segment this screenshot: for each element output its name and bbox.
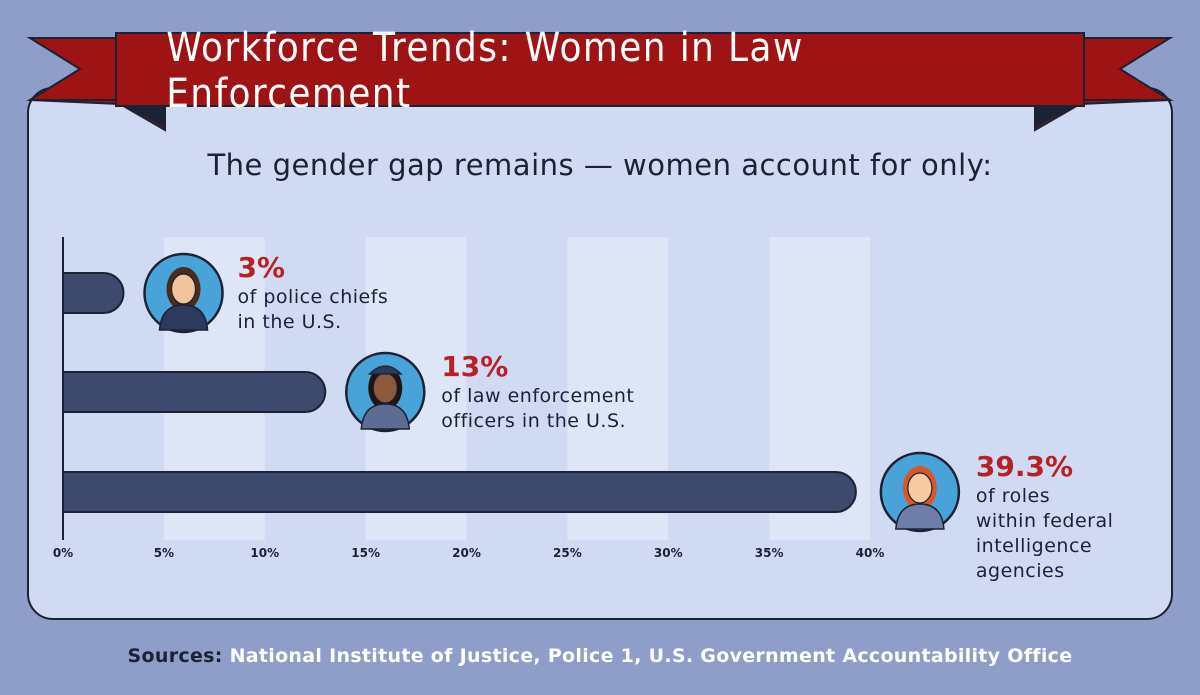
x-tick-label: 20% — [452, 546, 481, 560]
bar — [62, 471, 857, 513]
x-tick-label: 35% — [755, 546, 784, 560]
bar — [62, 371, 327, 413]
x-tick-label: 25% — [553, 546, 582, 560]
sources-line: Sources: National Institute of Justice, … — [0, 645, 1200, 667]
bar-value-label: 13% — [441, 350, 508, 383]
title-ribbon — [26, 32, 1174, 132]
x-tick-label: 10% — [250, 546, 279, 560]
sources-label: Sources: — [127, 645, 223, 667]
bar — [62, 272, 125, 314]
bar-description-line: agencies — [976, 560, 1065, 582]
x-tick-label: 40% — [856, 546, 885, 560]
icon-body — [360, 403, 411, 430]
bar-value-label: 39.3% — [976, 450, 1073, 483]
federal-agent-woman-icon — [879, 451, 961, 533]
bar-description-line: in the U.S. — [238, 311, 342, 333]
icon-face — [372, 372, 398, 404]
bar-description-line: of roles — [976, 485, 1050, 507]
icon-cap — [367, 365, 403, 375]
bar-description-line: of police chiefs — [238, 286, 389, 308]
bar-value-label: 3% — [238, 251, 286, 284]
icon-body — [895, 503, 945, 530]
x-tick-label: 5% — [154, 546, 174, 560]
sources-text: National Institute of Justice, Police 1,… — [229, 645, 1073, 667]
icon-face — [907, 472, 933, 504]
bar-description-line: intelligence — [976, 535, 1092, 557]
bar-description-line: within federal — [976, 510, 1114, 532]
bar-description-line: of law enforcement — [441, 385, 634, 407]
bar-description-line: officers in the U.S. — [441, 410, 626, 432]
police-chief-woman-icon — [143, 252, 224, 334]
icon-body — [158, 304, 209, 331]
x-tick-label: 0% — [53, 546, 73, 560]
x-tick-label: 30% — [654, 546, 683, 560]
chart-subtitle: The gender gap remains — women account f… — [207, 148, 993, 182]
police-officer-woman-icon — [345, 351, 426, 433]
x-tick-label: 15% — [351, 546, 380, 560]
icon-face — [170, 273, 197, 305]
